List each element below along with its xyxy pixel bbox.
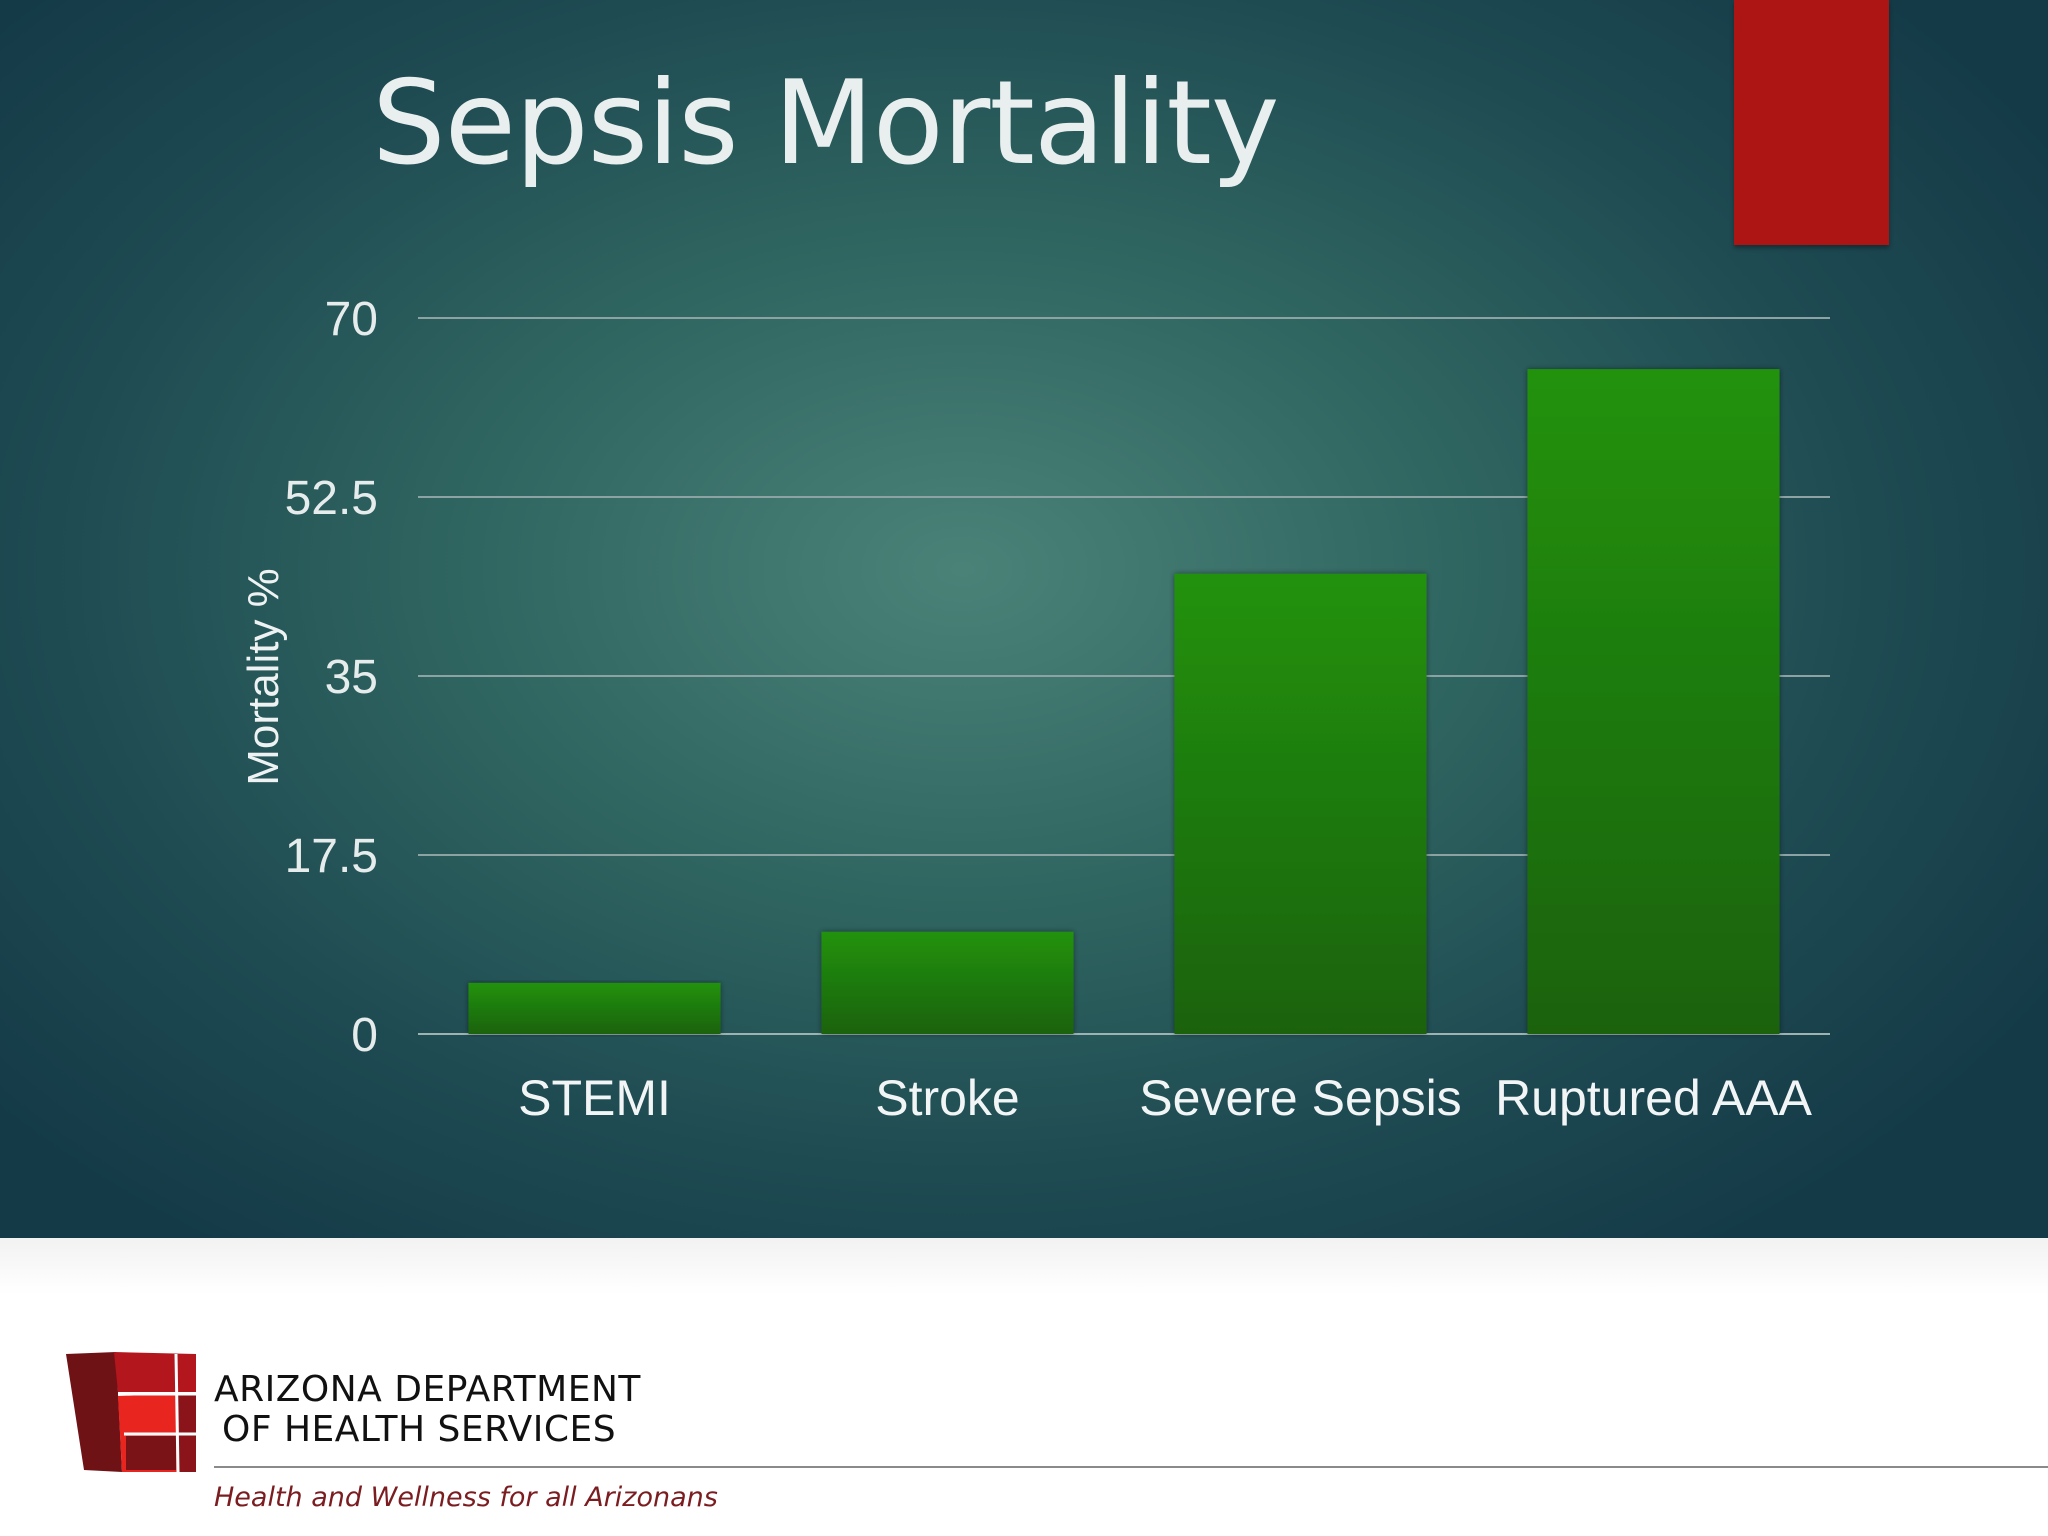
footer-divider	[214, 1466, 2048, 1468]
accent-bar	[1734, 0, 1889, 245]
tagline: Health and Wellness for all Arizonans	[214, 1482, 718, 1513]
slide-title: Sepsis Mortality	[372, 56, 1280, 191]
adhs-logo-icon	[66, 1352, 196, 1472]
y-tick-label: 70	[325, 293, 378, 346]
x-category-label: Ruptured AAA	[1495, 1070, 1813, 1126]
y-axis-title: Mortality %	[239, 568, 288, 786]
bar-ruptured-aaa	[1527, 369, 1780, 1035]
bar-severe-sepsis	[1174, 573, 1427, 1034]
y-tick-label: 35	[325, 651, 378, 704]
y-tick-label: 17.5	[285, 830, 378, 883]
footer-fade	[0, 1238, 2048, 1294]
slide-background: Sepsis Mortality 0 17.5 35 52.5 70 STEMI Stro…	[0, 0, 2048, 1238]
x-axis-labels: STEMI Stroke Severe Sepsis Ruptured AAA	[518, 1070, 1812, 1126]
org-name: ARIZONA DEPARTMENT OF HEALTH SERVICES	[214, 1370, 641, 1450]
bar-chart: 0 17.5 35 52.5 70 STEMI Stroke Severe Sepsis Ru…	[239, 293, 1830, 1126]
org-name-line1: ARIZONA DEPARTMENT	[214, 1369, 641, 1410]
y-tick-label: 0	[351, 1009, 378, 1062]
x-category-label: STEMI	[518, 1070, 671, 1126]
y-tick-label: 52.5	[285, 472, 378, 525]
x-category-label: Stroke	[875, 1070, 1020, 1126]
org-name-line2: OF HEALTH SERVICES	[222, 1409, 617, 1450]
bar-stroke	[821, 931, 1074, 1034]
bars	[468, 369, 1780, 1035]
bar-stemi	[468, 982, 721, 1034]
x-category-label: Severe Sepsis	[1139, 1070, 1461, 1126]
y-axis-ticks: 0 17.5 35 52.5 70	[285, 293, 378, 1062]
